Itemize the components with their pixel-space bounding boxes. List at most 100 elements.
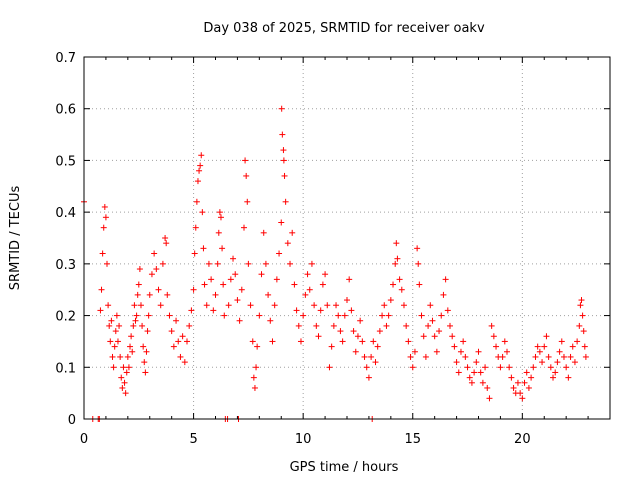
data-point bbox=[499, 353, 506, 360]
data-point bbox=[464, 364, 471, 371]
data-point bbox=[262, 260, 269, 267]
data-point bbox=[133, 312, 140, 319]
y-tick-label: 0.2 bbox=[55, 310, 76, 325]
data-point bbox=[390, 281, 397, 288]
data-point bbox=[271, 302, 278, 309]
data-point bbox=[287, 260, 294, 267]
data-point bbox=[577, 302, 584, 309]
data-point bbox=[196, 167, 203, 174]
data-point bbox=[155, 286, 162, 293]
data-point bbox=[582, 353, 589, 360]
data-point bbox=[521, 379, 528, 386]
y-tick-label: 0.3 bbox=[55, 258, 76, 273]
data-point bbox=[251, 384, 258, 391]
data-point bbox=[550, 374, 557, 381]
data-point bbox=[139, 322, 146, 329]
data-point bbox=[427, 302, 434, 309]
data-point bbox=[488, 322, 495, 329]
y-axis-label: SRMTID / TECUs bbox=[8, 186, 23, 291]
x-tick-label: 20 bbox=[514, 432, 531, 447]
data-point bbox=[217, 214, 224, 221]
axis-ticks: 0 0.1 0.2 0.3 0.4 0.5 0.6 0.7 0 5 10 15 20 bbox=[55, 51, 611, 447]
data-point bbox=[273, 276, 280, 283]
data-point bbox=[297, 338, 304, 345]
data-point bbox=[242, 157, 249, 164]
data-point bbox=[113, 312, 120, 319]
data-point bbox=[396, 276, 403, 283]
data-point bbox=[230, 255, 237, 262]
data-point bbox=[166, 312, 173, 319]
data-point bbox=[532, 353, 539, 360]
data-point bbox=[293, 307, 300, 314]
data-point bbox=[128, 333, 135, 340]
data-point bbox=[416, 281, 423, 288]
data-point bbox=[110, 364, 117, 371]
data-point bbox=[313, 322, 320, 329]
data-point bbox=[385, 312, 392, 319]
data-point bbox=[134, 291, 141, 298]
data-point bbox=[135, 281, 142, 288]
data-point bbox=[525, 384, 532, 391]
data-point bbox=[132, 317, 139, 324]
data-point bbox=[280, 157, 287, 164]
data-point bbox=[357, 317, 364, 324]
data-point bbox=[473, 359, 480, 366]
data-point bbox=[260, 229, 267, 236]
data-point bbox=[130, 322, 137, 329]
y-tick-label: 0.7 bbox=[55, 51, 76, 66]
data-point bbox=[111, 343, 118, 350]
data-point bbox=[556, 348, 563, 355]
data-point bbox=[563, 364, 570, 371]
data-point bbox=[254, 343, 261, 350]
data-point bbox=[220, 281, 227, 288]
data-point bbox=[346, 276, 353, 283]
data-point bbox=[101, 203, 108, 210]
data-point bbox=[326, 364, 333, 371]
data-point bbox=[580, 328, 587, 335]
data-point bbox=[383, 322, 390, 329]
data-point bbox=[431, 333, 438, 340]
data-point bbox=[269, 338, 276, 345]
data-point bbox=[215, 229, 222, 236]
data-point bbox=[123, 369, 130, 376]
data-point bbox=[191, 250, 198, 257]
data-point bbox=[422, 353, 429, 360]
data-point bbox=[295, 322, 302, 329]
data-point bbox=[114, 338, 121, 345]
chart-title: Day 038 of 2025, SRMTID for receiver oak… bbox=[203, 21, 485, 36]
data-point bbox=[131, 302, 138, 309]
data-point bbox=[200, 245, 207, 252]
data-point bbox=[497, 364, 504, 371]
data-point bbox=[457, 348, 464, 355]
data-point bbox=[193, 198, 200, 205]
data-point bbox=[188, 307, 195, 314]
x-tick-label: 10 bbox=[295, 432, 312, 447]
data-point bbox=[315, 333, 322, 340]
data-point bbox=[225, 302, 232, 309]
data-point bbox=[184, 338, 191, 345]
data-point bbox=[554, 359, 561, 366]
data-point bbox=[192, 224, 199, 231]
data-point bbox=[569, 343, 576, 350]
data-point bbox=[190, 286, 197, 293]
data-point bbox=[444, 307, 451, 314]
data-point bbox=[122, 390, 129, 397]
data-point bbox=[530, 364, 537, 371]
y-tick-label: 0.6 bbox=[55, 103, 76, 118]
data-point bbox=[250, 374, 257, 381]
data-point bbox=[510, 384, 517, 391]
data-point bbox=[106, 322, 113, 329]
data-point bbox=[291, 281, 298, 288]
data-point bbox=[508, 374, 515, 381]
data-point bbox=[144, 328, 151, 335]
data-point bbox=[162, 235, 169, 241]
data-point bbox=[100, 224, 107, 231]
data-point bbox=[153, 266, 160, 273]
data-point bbox=[107, 338, 114, 345]
data-point bbox=[300, 312, 307, 319]
data-point bbox=[186, 322, 193, 329]
data-point bbox=[146, 291, 153, 298]
data-point bbox=[137, 302, 144, 309]
data-point bbox=[414, 245, 421, 252]
